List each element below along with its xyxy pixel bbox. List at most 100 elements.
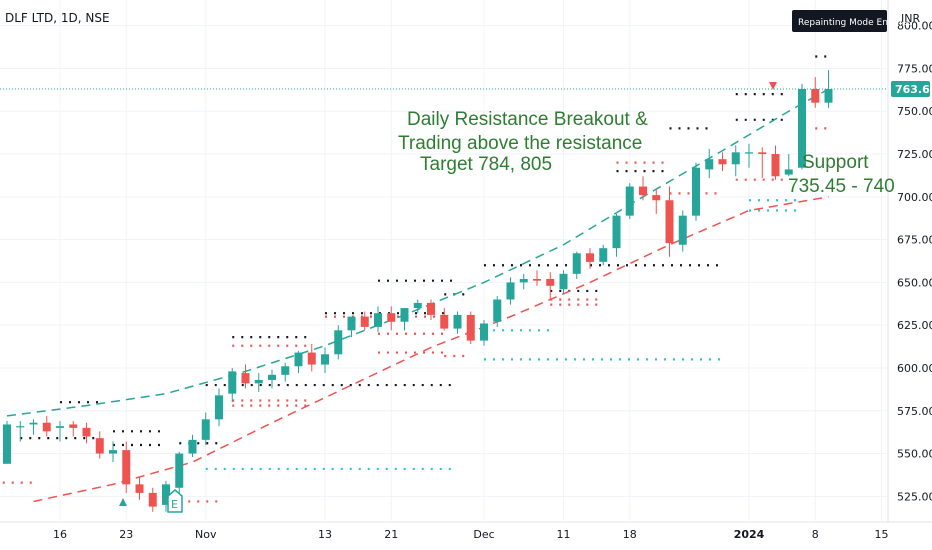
x-tick-label: 18 [623,528,637,541]
candle [705,148,714,178]
candle [612,213,621,257]
candle [268,369,276,389]
last-price-tag: 763.60 [891,80,932,97]
candle [506,277,515,305]
plot-area[interactable] [0,0,888,522]
candle-body [29,422,38,425]
candle [784,154,793,177]
candle-body [148,492,157,507]
candle-body [241,373,250,384]
candle [533,270,541,286]
candle [546,272,555,300]
x-tick-label: Dec [473,528,494,541]
annotation-support-label: Support [802,152,869,173]
candle [453,311,462,334]
sell-signal-arrow-icon [769,82,777,90]
x-tick-label: 16 [53,528,67,541]
candle [652,188,661,214]
currency-label[interactable]: INR [901,12,920,25]
candle [95,431,104,459]
candle [3,421,11,464]
y-tick-label: 625.00 [897,319,932,332]
candle [519,273,528,290]
y-tick-label: 750.00 [897,105,932,118]
candlestick-series [3,70,833,512]
y-tick-label: 725.00 [897,148,932,161]
candle [811,77,820,108]
candle-body [639,186,647,196]
candle [480,320,488,346]
candle [135,477,144,500]
candle-body [56,426,64,428]
candle [109,441,117,463]
time-axis[interactable]: 1623Nov1321Dec1118202481522 [53,528,932,541]
candle [692,162,700,221]
candle [56,421,64,442]
x-tick-label: 23 [119,528,133,541]
buy-signal-arrow-icon [119,498,127,506]
candle-body [440,314,449,329]
candle [758,147,767,178]
candle [586,248,594,269]
earnings-marker[interactable]: E [167,489,183,513]
y-tick-label: 700.00 [897,191,932,204]
candle-body [480,323,488,341]
candle-body [95,438,104,454]
annotation-breakout-line2: Trading above the resistance [398,133,642,154]
candle-body [135,484,144,493]
annotation-target: Target 784, 805 [420,154,552,175]
candle-body [533,278,541,281]
y-tick-label: 550.00 [897,448,932,461]
symbol-title[interactable]: DLF LTD, 1D, NSE [5,11,110,25]
candle [42,415,51,437]
y-tick-label: 600.00 [897,362,932,375]
candle-body [559,273,568,290]
candle [639,176,647,201]
candle [122,441,131,493]
candle-body [122,450,131,485]
candle-body [387,313,396,322]
candle-body [784,169,793,175]
trend-lines [6,88,829,503]
candle-body [347,316,356,331]
candle-body [506,282,515,300]
candle-body [42,422,51,432]
candle [718,152,727,172]
candle-body [758,152,767,155]
candle [798,83,806,170]
candle [254,373,263,392]
last-price-label: 763.60 [895,83,932,96]
candle-body [360,316,369,327]
candle [69,421,78,437]
candle [215,388,223,427]
candle-body [16,426,25,428]
candle [731,145,740,177]
candle [16,421,25,442]
grid-lines [0,0,888,522]
candle [228,367,237,403]
resistance-trendline [6,88,829,417]
candle [162,480,170,512]
x-tick-label: Nov [195,528,217,541]
candle-body [466,314,475,341]
y-tick-label: 800.00 [897,20,932,33]
candle-body [201,419,210,440]
repainting-badge: Repainting Mode Enabled [792,10,913,32]
candle-body [493,299,502,322]
candle-body [718,159,727,165]
candle [400,308,409,331]
price-axis[interactable]: 525.00 550.00 575.00 600.00 625.00 650.00 675.… [897,20,932,504]
candle-body [427,302,435,315]
x-tick-label: 13 [318,528,332,541]
candle-body [824,88,833,103]
candle-body [798,88,806,168]
candle [559,270,568,295]
y-tick-label: 650.00 [897,276,932,289]
indicator-levels [0,55,829,503]
candle [599,244,608,266]
candle [745,143,753,168]
candle [440,308,449,331]
repainting-badge-label: Repainting Mode Enabled [798,18,913,28]
candle [771,145,780,180]
